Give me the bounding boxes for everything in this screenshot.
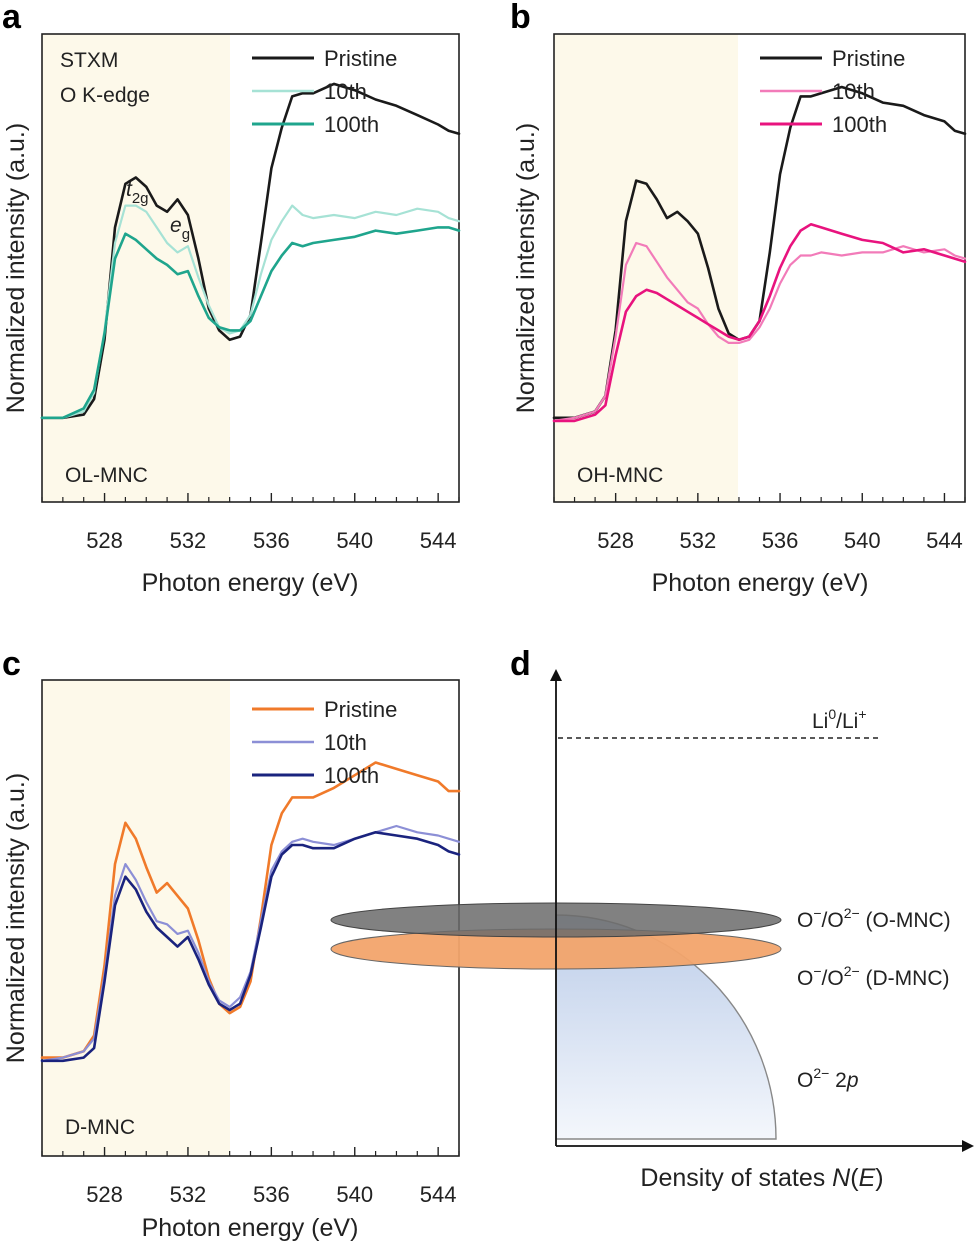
li-sup1: 0 bbox=[828, 706, 836, 722]
peak-t2g-letter: t bbox=[126, 178, 133, 201]
panel-a-series-pristine-line bbox=[40, 82, 461, 420]
peak-eg-letter: e bbox=[170, 214, 182, 237]
peak-eg-label: eg bbox=[170, 214, 190, 243]
panel-a-technique-line2: O K-edge bbox=[60, 84, 150, 107]
panel-a-xlabel: Photon energy (eV) bbox=[142, 569, 359, 597]
o2p-italic: p bbox=[846, 1069, 859, 1092]
panel-b-xlabel: Photon energy (eV) bbox=[652, 569, 869, 597]
panel-b-series-10th-line bbox=[552, 241, 967, 422]
panel-a-ticks: 528 532 536 540 544 bbox=[41, 493, 460, 553]
panel-c-sample-label: D-MNC bbox=[65, 1116, 135, 1139]
panel-c-series-100th-line bbox=[40, 830, 461, 1063]
dmnc-band-label: O−/O2− (D-MNC) bbox=[797, 963, 949, 990]
panel-d-letter: d bbox=[510, 645, 531, 683]
panel-a-tick-label: 528 bbox=[86, 528, 123, 553]
panel-a-tick-label: 536 bbox=[253, 528, 290, 553]
panel-b-legend: Pristine 10th 100th bbox=[760, 46, 905, 137]
panel-a-tick-label: 532 bbox=[170, 528, 207, 553]
panel-b-legend-label-100th: 100th bbox=[832, 112, 887, 137]
panel-c-tick-label: 536 bbox=[253, 1182, 290, 1207]
panel-a-legend-label-pristine: Pristine bbox=[324, 46, 397, 71]
panel-c-legend: Pristine 10th 100th bbox=[252, 697, 397, 788]
panel-d: d Li0/Li+ O−/O2− (O-MNC) O−/O2− (D-MNC) … bbox=[330, 645, 974, 1192]
panel-b-ticks: 528 532 536 540 544 bbox=[553, 493, 966, 553]
panel-a-series bbox=[40, 82, 461, 420]
dmnc-mid: /O bbox=[822, 967, 844, 990]
panel-c-legend-label-10th: 10th bbox=[324, 730, 367, 755]
o2p-sup: 2− bbox=[813, 1065, 829, 1081]
li-mid: /Li bbox=[836, 710, 858, 733]
omnc-mid: /O bbox=[822, 909, 844, 932]
panel-c-tick-label: 532 bbox=[170, 1182, 207, 1207]
panel-a-technique-line1: STXM bbox=[60, 49, 118, 72]
panel-c: 528 532 536 540 544 c D-MNC Pristine 10th 100t… bbox=[2, 645, 461, 1242]
omnc-sup1: − bbox=[813, 905, 821, 921]
panel-b-letter: b bbox=[510, 0, 531, 36]
li-reference-label: Li0/Li+ bbox=[812, 706, 867, 733]
panel-b-legend-label-10th: 10th bbox=[832, 79, 875, 104]
omnc-sup2: 2− bbox=[844, 905, 860, 921]
omnc-band-label: O−/O2− (O-MNC) bbox=[797, 905, 951, 932]
panel-c-xlabel: Photon energy (eV) bbox=[142, 1214, 359, 1242]
dos-xlabel-n: N bbox=[832, 1164, 851, 1192]
panel-a-legend: Pristine 10th 100th bbox=[252, 46, 397, 137]
dmnc-sup1: − bbox=[813, 963, 821, 979]
panel-a-highlight-region bbox=[42, 34, 230, 502]
panel-c-tick-label: 528 bbox=[86, 1182, 123, 1207]
dos-xlabel-prefix: Density of states bbox=[640, 1164, 832, 1192]
dos-xlabel-open: ( bbox=[850, 1164, 859, 1192]
panel-a-legend-label-100th: 100th bbox=[324, 112, 379, 137]
omnc-base: O bbox=[797, 909, 813, 932]
o2p-band-label: O2− 2p bbox=[797, 1065, 859, 1092]
panel-b-series bbox=[552, 85, 967, 423]
peak-eg-subscript: g bbox=[182, 226, 190, 243]
panel-b-tick-label: 528 bbox=[597, 528, 634, 553]
panel-c-letter: c bbox=[2, 645, 21, 683]
panel-b-tick-label: 536 bbox=[762, 528, 799, 553]
o2p-tail: 2 bbox=[829, 1069, 847, 1092]
panel-a: 528 532 536 540 544 a STXM O K-edge OL-MNC t… bbox=[2, 0, 461, 597]
dmnc-base: O bbox=[797, 967, 813, 990]
panel-a-tick-label: 540 bbox=[336, 528, 373, 553]
dos-xlabel-close: ) bbox=[875, 1164, 883, 1192]
panel-c-series-pristine-line bbox=[40, 761, 461, 1059]
panel-c-ticks: 528 532 536 540 544 bbox=[41, 1147, 460, 1207]
dos-xlabel-e: E bbox=[859, 1164, 876, 1192]
panel-b-tick-label: 544 bbox=[926, 528, 963, 553]
peak-t2g-label: t2g bbox=[126, 178, 149, 207]
panel-b-tick-label: 540 bbox=[844, 528, 881, 553]
panel-a-tick-label: 544 bbox=[420, 528, 457, 553]
panel-a-series-100th-line bbox=[40, 226, 461, 420]
dmnc-tail: (D-MNC) bbox=[860, 967, 950, 990]
panel-c-highlight-region bbox=[42, 680, 230, 1156]
panel-c-legend-label-pristine: Pristine bbox=[324, 697, 397, 722]
panel-a-sample-label: OL-MNC bbox=[65, 464, 148, 487]
dos-xlabel: Density of states N(E) bbox=[640, 1164, 883, 1192]
panel-a-legend-label-10th: 10th bbox=[324, 79, 367, 104]
panel-b-legend-label-pristine: Pristine bbox=[832, 46, 905, 71]
o2p-base: O bbox=[797, 1069, 813, 1092]
panel-c-series bbox=[40, 761, 461, 1063]
li-sup2: + bbox=[858, 706, 866, 722]
panel-b-series-100th-line bbox=[552, 223, 967, 423]
panel-c-tick-label: 544 bbox=[420, 1182, 457, 1207]
panel-b-ylabel: Normalized intensity (a.u.) bbox=[512, 123, 540, 413]
panel-b-highlight-region bbox=[554, 34, 738, 502]
dmnc-sup2: 2− bbox=[844, 963, 860, 979]
panel-b-sample-label: OH-MNC bbox=[577, 464, 663, 487]
panel-a-series-10th-line bbox=[40, 204, 461, 419]
panel-b-tick-label: 532 bbox=[679, 528, 716, 553]
panel-b: 528 532 536 540 544 b OH-MNC Pristine 10th 100… bbox=[510, 0, 967, 597]
li-base: Li bbox=[812, 710, 828, 733]
panel-c-ylabel: Normalized intensity (a.u.) bbox=[2, 773, 30, 1063]
omnc-tail: (O-MNC) bbox=[860, 909, 951, 932]
panel-a-letter: a bbox=[2, 0, 22, 36]
panel-c-tick-label: 540 bbox=[336, 1182, 373, 1207]
panel-c-legend-label-100th: 100th bbox=[324, 763, 379, 788]
peak-t2g-subscript: 2g bbox=[132, 190, 149, 207]
panel-a-ylabel: Normalized intensity (a.u.) bbox=[2, 123, 30, 413]
